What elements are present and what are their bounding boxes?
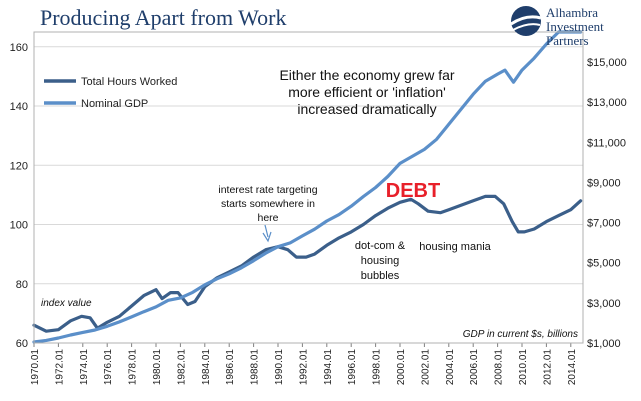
x-tick-label: 1980.01 <box>152 349 163 386</box>
x-tick-label: 1976.01 <box>103 349 114 386</box>
brand-name-line-3: Partners <box>546 33 589 48</box>
y-right-tick-label: $11,000 <box>587 137 626 149</box>
y-right-tick-label: $5,000 <box>587 258 621 270</box>
brand-name-line-1: Alhambra <box>546 5 598 20</box>
x-tick-label: 1970.01 <box>30 349 41 386</box>
x-tick-label: 1998.01 <box>372 349 383 386</box>
y-left-tick-label: 100 <box>10 220 28 232</box>
annotation-dotcom-line-3: bubbles <box>361 270 400 282</box>
x-tick-label: 2006.01 <box>469 349 480 386</box>
annotation-main-line-2: more efficient or 'inflation' <box>288 84 446 100</box>
x-tick-label: 1992.01 <box>298 349 309 386</box>
x-tick-label: 1994.01 <box>323 349 334 386</box>
annotation-dotcom-line-2: housing <box>361 255 400 267</box>
y-left-tick-label: 80 <box>16 279 28 291</box>
legend: Total Hours Worked Nominal GDP <box>44 76 177 110</box>
x-tick-layer: 1970.01 1972.01 1974.01 1976.01 1978.01 1980.… <box>30 343 578 385</box>
x-tick-label: 1984.01 <box>201 349 212 386</box>
x-tick-label: 1982.01 <box>176 349 187 386</box>
x-tick-label: 2010.01 <box>518 349 529 386</box>
x-tick-label: 2012.01 <box>542 349 553 386</box>
annotation-dotcom: dot-com & housing bubbles <box>355 240 406 282</box>
annotation-main-line-1: Either the economy grew far <box>279 67 454 83</box>
y-right-layer: $1,000 $3,000 $5,000 $7,000 $9,000 $11,000 $13… <box>587 57 627 350</box>
annotation-main-line-3: increased dramatically <box>297 101 436 117</box>
x-tick-label: 2008.01 <box>494 349 505 386</box>
brand-name-line-2: Investment <box>546 19 604 34</box>
y-left-layer: 60 80 100 120 140 160 <box>10 42 28 350</box>
y-right-tick-label: $9,000 <box>587 177 621 189</box>
legend-label-hours: Total Hours Worked <box>81 76 177 88</box>
annotation-housing: housing mania <box>419 241 491 253</box>
annotation-rate-targeting: interest rate targeting starts somewhere… <box>218 184 317 224</box>
annotation-rate-line-2: starts somewhere in <box>221 198 315 210</box>
y-right-tick-label: $13,000 <box>587 97 627 109</box>
annotation-index-value: index value <box>41 298 92 309</box>
y-left-tick-label: 160 <box>10 42 28 54</box>
x-tick-label: 1990.01 <box>274 349 285 386</box>
x-tick-label: 1996.01 <box>347 349 358 386</box>
y-left-tick-label: 120 <box>10 160 28 172</box>
annotation-main: Either the economy grew far more efficie… <box>279 67 454 117</box>
x-tick-label: 2002.01 <box>420 349 431 386</box>
x-tick-label: 1978.01 <box>128 349 139 386</box>
chart-title: Producing Apart from Work <box>40 5 287 30</box>
annotation-dotcom-line-1: dot-com & <box>355 240 406 252</box>
x-tick-label: 1972.01 <box>54 349 65 386</box>
x-tick-label: 2000.01 <box>396 349 407 386</box>
y-left-tick-label: 60 <box>16 338 28 350</box>
y-left-tick-label: 140 <box>10 101 28 113</box>
y-right-tick-label: $1,000 <box>587 338 621 350</box>
series-line-total-hours <box>32 194 583 333</box>
series-layer <box>32 30 583 344</box>
annotation-rate-line-1: interest rate targeting <box>218 184 317 196</box>
y-right-tick-label: $15,000 <box>587 57 627 69</box>
annotation-rate-line-3: here <box>257 212 278 224</box>
x-tick-label: 2014.01 <box>567 349 578 386</box>
alhambra-swoosh-logo-icon <box>510 6 542 36</box>
brand-logo: Alhambra Investment Partners <box>510 5 604 48</box>
x-tick-label: 1986.01 <box>225 349 236 386</box>
y-right-tick-label: $3,000 <box>587 298 621 310</box>
legend-label-gdp: Nominal GDP <box>81 98 148 110</box>
y-right-tick-label: $7,000 <box>587 218 621 230</box>
x-tick-label: 1974.01 <box>79 349 90 386</box>
x-tick-label: 2004.01 <box>445 349 456 386</box>
x-tick-label: 1988.01 <box>250 349 261 386</box>
annotation-rate-arrow <box>262 224 272 243</box>
plot-area-border <box>33 31 584 344</box>
series-line-nominal-gdp <box>32 30 583 344</box>
annotation-gdp-units: GDP in current $s, billions <box>463 329 578 340</box>
annotation-debt: DEBT <box>386 180 440 202</box>
